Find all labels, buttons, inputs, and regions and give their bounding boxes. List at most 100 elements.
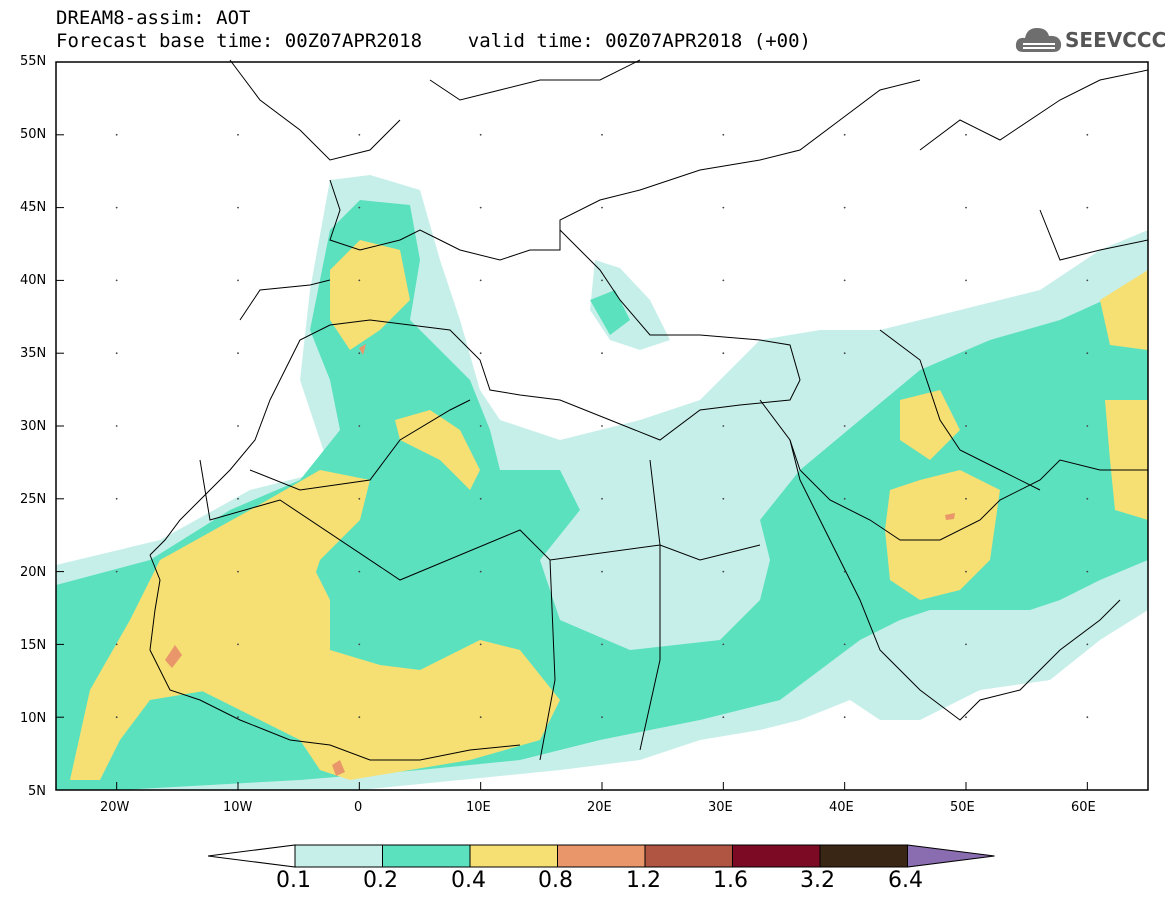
- lat-label: 20N: [20, 565, 47, 580]
- lat-label: 15N: [20, 638, 47, 653]
- grid-dot: [965, 133, 967, 136]
- grid-points: [115, 133, 1089, 719]
- grid-dot: [843, 425, 846, 427]
- aot-band-0.4: [70, 240, 1148, 780]
- grid-dot: [358, 497, 361, 500]
- lon-label: 20W: [100, 800, 130, 815]
- grid-dot: [479, 352, 482, 355]
- forecast-time-line: Forecast base time: 00Z07APR2018 valid t…: [56, 30, 811, 52]
- grid-dot: [601, 497, 603, 500]
- cloud-icon: [1015, 28, 1062, 52]
- grid-dot: [965, 716, 967, 719]
- colorbar-swatch: [294, 844, 383, 868]
- colorbar-left-arrow: [207, 844, 296, 868]
- lat-label: 30N: [20, 419, 47, 434]
- lat-label: 50N: [20, 127, 47, 142]
- lon-label: 20E: [587, 800, 612, 815]
- grid-dot: [1086, 206, 1089, 209]
- grid-dot: [601, 643, 603, 646]
- grid-dot: [843, 133, 846, 136]
- grid-dot: [237, 643, 239, 646]
- grid-dot: [115, 425, 118, 427]
- grid-dot: [965, 425, 967, 427]
- lon-label: 50E: [950, 800, 975, 815]
- grid-dot: [843, 352, 846, 355]
- grid-dot: [722, 279, 725, 282]
- grid-dot: [965, 497, 967, 500]
- colorbar-tick-label: 1.6: [713, 868, 748, 893]
- grid-dot: [237, 352, 239, 355]
- grid-dot: [843, 716, 846, 719]
- grid-dot: [115, 133, 118, 136]
- grid-dot: [843, 570, 846, 573]
- grid-dot: [601, 206, 603, 209]
- grid-dot: [1086, 133, 1089, 136]
- lon-label: 10E: [466, 800, 491, 815]
- grid-dot: [479, 716, 482, 719]
- grid-dot: [237, 279, 239, 282]
- grid-dot: [479, 570, 482, 573]
- grid-dot: [601, 425, 603, 427]
- colorbar-swatch: [819, 844, 908, 868]
- lon-label: 30E: [708, 800, 733, 815]
- grid-dot: [1086, 425, 1089, 427]
- colorbar-tick-label: 0.2: [363, 868, 398, 893]
- colorbar-swatch: [732, 844, 821, 868]
- lon-label: 10W: [223, 800, 253, 815]
- grid-dot: [237, 497, 239, 500]
- colorbar-tick-label: 3.2: [800, 868, 835, 893]
- grid-dot: [965, 570, 967, 573]
- grid-dot: [965, 279, 967, 282]
- seevccc-logo: SEEVCCC: [1015, 22, 1165, 58]
- lon-label: 0: [354, 800, 363, 815]
- grid-dot: [722, 716, 725, 719]
- grid-dot: [1086, 716, 1089, 719]
- colorbar-swatch: [469, 844, 558, 868]
- grid-dot: [237, 716, 239, 719]
- grid-dot: [843, 497, 846, 500]
- grid-dot: [1086, 352, 1089, 355]
- grid-dot: [965, 206, 967, 209]
- grid-dot: [115, 279, 118, 282]
- lon-label: 60E: [1071, 800, 1096, 815]
- logo-text: SEEVCCC: [1065, 28, 1165, 52]
- grid-dot: [722, 352, 725, 355]
- grid-dot: [237, 425, 239, 427]
- grid-dot: [479, 279, 482, 282]
- grid-dot: [722, 643, 725, 646]
- grid-dot: [601, 716, 603, 719]
- lat-label: 40N: [20, 273, 47, 288]
- grid-dot: [843, 643, 846, 646]
- axis-ticks: [56, 61, 1088, 791]
- colorbar-tick-label: 1.2: [626, 868, 661, 893]
- lat-label: 35N: [20, 346, 47, 361]
- grid-dot: [358, 206, 361, 209]
- grid-dot: [358, 279, 361, 282]
- grid-dot: [965, 352, 967, 355]
- grid-dot: [115, 206, 118, 209]
- grid-dot: [479, 497, 482, 500]
- aot-band-0.8: [165, 344, 955, 776]
- grid-dot: [965, 643, 967, 646]
- grid-dot: [358, 425, 361, 427]
- colorbar-tick-label: 6.4: [888, 868, 923, 893]
- grid-dot: [237, 133, 239, 136]
- grid-dot: [358, 570, 361, 573]
- map-title: DREAM8-assim: AOT: [56, 7, 251, 29]
- colorbar-tick-label: 0.4: [451, 868, 486, 893]
- lat-label: 55N: [20, 54, 47, 69]
- lon-label: 40E: [829, 800, 854, 815]
- lat-label: 25N: [20, 492, 47, 507]
- grid-dot: [601, 133, 603, 136]
- lat-label: 10N: [20, 711, 47, 726]
- colorbar-tick-label: 0.8: [538, 868, 573, 893]
- colorbar-tick-label: 0.1: [276, 868, 311, 893]
- grid-dot: [601, 352, 603, 355]
- grid-dot: [479, 425, 482, 427]
- colorbar-swatch: [644, 844, 733, 868]
- grid-dot: [479, 133, 482, 136]
- grid-dot: [237, 570, 239, 573]
- grid-dot: [479, 643, 482, 646]
- coastlines: [149, 59, 1149, 761]
- grid-dot: [358, 643, 361, 646]
